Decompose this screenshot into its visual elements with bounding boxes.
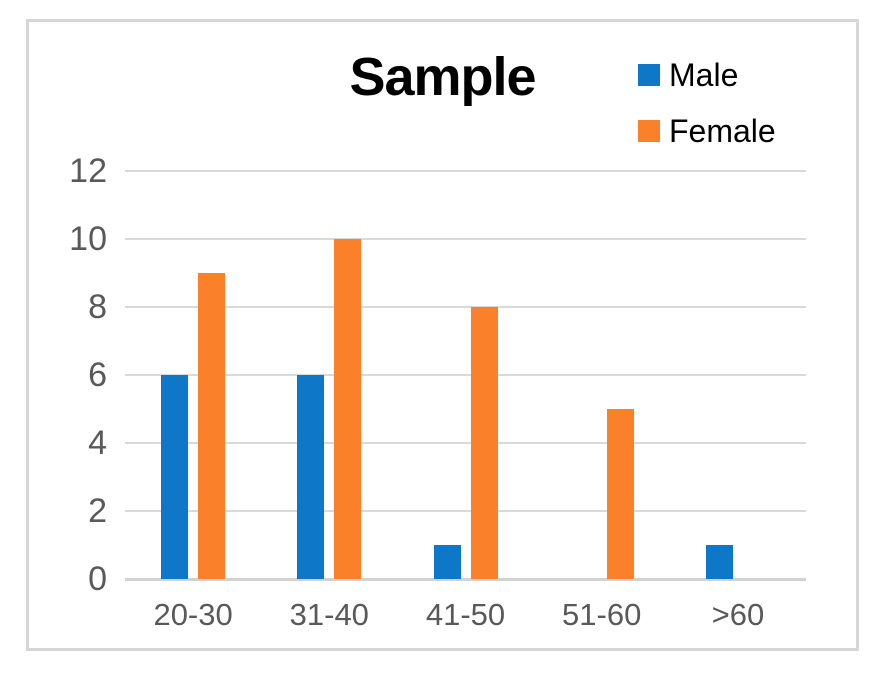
bar-female-20-30 — [198, 273, 226, 579]
plot-area: 20-30 31-40 41-50 51-60 >60 — [125, 170, 806, 632]
y-axis-tick-label: 4 — [88, 424, 107, 462]
bar-female-51-60 — [606, 409, 634, 579]
x-axis-category-label: 31-40 — [289, 597, 369, 632]
bar-male-20-30 — [161, 375, 189, 579]
x-axis-category-label: 20-30 — [153, 597, 233, 632]
gridline-6 — [125, 374, 806, 376]
chart-frame: Sample Male Female 0 2 4 6 8 10 12 20-30 31-40 4… — [26, 19, 859, 651]
gridline-4 — [125, 442, 806, 444]
y-axis-tick-label: 12 — [69, 152, 107, 190]
bar-male-41-50 — [433, 545, 461, 579]
bar-male-31-40 — [297, 375, 325, 579]
x-axis-category-label: 51-60 — [562, 597, 642, 632]
chart-title: Sample — [349, 47, 536, 107]
x-axis-category-label: >60 — [711, 597, 765, 632]
x-axis-line — [125, 578, 806, 581]
gridline-2 — [125, 510, 806, 512]
gridline-10 — [125, 238, 806, 240]
y-axis-tick-label: 0 — [88, 560, 107, 598]
y-axis-tick-label: 10 — [69, 220, 107, 258]
gridline-12 — [125, 170, 806, 172]
female-swatch-icon — [638, 120, 660, 142]
legend-item-female: Female — [638, 115, 776, 147]
y-axis-tick-label: 6 — [88, 356, 107, 394]
y-axis-tick-label: 2 — [88, 492, 107, 530]
gridline-8 — [125, 306, 806, 308]
x-axis-category-label: 41-50 — [425, 597, 506, 632]
bar-female-31-40 — [334, 239, 362, 579]
legend-label-female: Female — [669, 113, 776, 149]
y-axis-tick-label: 8 — [88, 288, 107, 326]
bar-female-41-50 — [470, 307, 498, 579]
bar-male->60 — [705, 545, 733, 579]
